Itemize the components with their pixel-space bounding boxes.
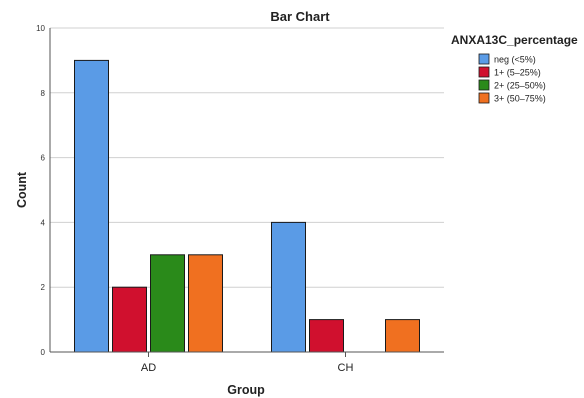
legend-swatch bbox=[478, 66, 490, 78]
legend-label: neg (<5%) bbox=[494, 55, 536, 65]
bar-CH-series-1 bbox=[309, 319, 344, 353]
y-tick-label: 10 bbox=[36, 24, 45, 33]
y-tick-label: 2 bbox=[41, 283, 46, 292]
legend-label: 3+ (50–75%) bbox=[494, 94, 546, 104]
bar-AD-series-3 bbox=[188, 254, 223, 353]
x-axis-title: Group bbox=[227, 383, 265, 397]
legend-swatch bbox=[478, 92, 490, 104]
bar-AD-series-2 bbox=[150, 254, 185, 353]
bar-AD-series-0 bbox=[74, 59, 109, 353]
legend-swatch bbox=[478, 53, 490, 65]
y-tick-label: 8 bbox=[41, 89, 46, 98]
y-tick-labels: 0 2 4 6 8 10 bbox=[36, 24, 45, 357]
x-tick-label: AD bbox=[141, 362, 156, 374]
bar-AD-series-1 bbox=[112, 286, 147, 353]
y-tick-label: 6 bbox=[41, 154, 46, 163]
x-tick-label: CH bbox=[338, 362, 354, 374]
axes bbox=[49, 28, 444, 353]
y-axis-title: Count bbox=[15, 171, 29, 208]
legend-swatch bbox=[478, 79, 490, 91]
gridlines bbox=[50, 27, 444, 288]
legend-label: 2+ (25–50%) bbox=[494, 81, 546, 91]
chart-title: Bar Chart bbox=[270, 9, 330, 24]
legend-label: 1+ (5–25%) bbox=[494, 68, 541, 78]
x-tick-labels: AD CH bbox=[141, 352, 354, 374]
y-tick-label: 0 bbox=[41, 348, 46, 357]
bars bbox=[74, 59, 420, 353]
y-tick-label: 4 bbox=[41, 218, 46, 227]
legend: ANXA13C_percentage neg (<5%) 1+ (5–25%) 2+… bbox=[451, 33, 578, 104]
bar-CH-series-0 bbox=[271, 221, 306, 353]
bar-CH-series-3 bbox=[385, 319, 420, 353]
legend-title: ANXA13C_percentage bbox=[451, 33, 578, 47]
